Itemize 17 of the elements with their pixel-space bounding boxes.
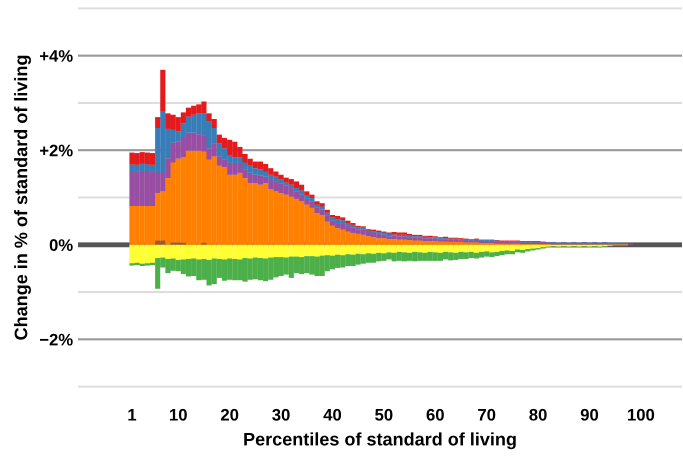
x-axis-title: Percentiles of standard of living bbox=[244, 432, 516, 450]
x-tick-label: 10 bbox=[170, 408, 187, 421]
x-tick-label: 50 bbox=[375, 408, 392, 421]
x-tick-label: 30 bbox=[272, 408, 290, 421]
x-tick-label: 90 bbox=[580, 408, 598, 421]
x-tick-label: 70 bbox=[478, 408, 496, 421]
y-axis-title: Change in % of standard of living bbox=[14, 56, 31, 340]
x-tick-label: 100 bbox=[628, 408, 654, 421]
x-tick-label: 20 bbox=[220, 408, 238, 421]
y-tick-label: +2% bbox=[40, 144, 73, 156]
x-tick-label: 80 bbox=[529, 408, 547, 421]
y-tick-label: 0% bbox=[50, 239, 73, 251]
y-tick-label: −2% bbox=[40, 334, 73, 346]
x-tick-label: 60 bbox=[426, 408, 444, 421]
x-tick-label: 1 bbox=[128, 409, 136, 421]
x-tick-label: 40 bbox=[323, 408, 342, 421]
y-tick-label: +4% bbox=[40, 50, 73, 62]
